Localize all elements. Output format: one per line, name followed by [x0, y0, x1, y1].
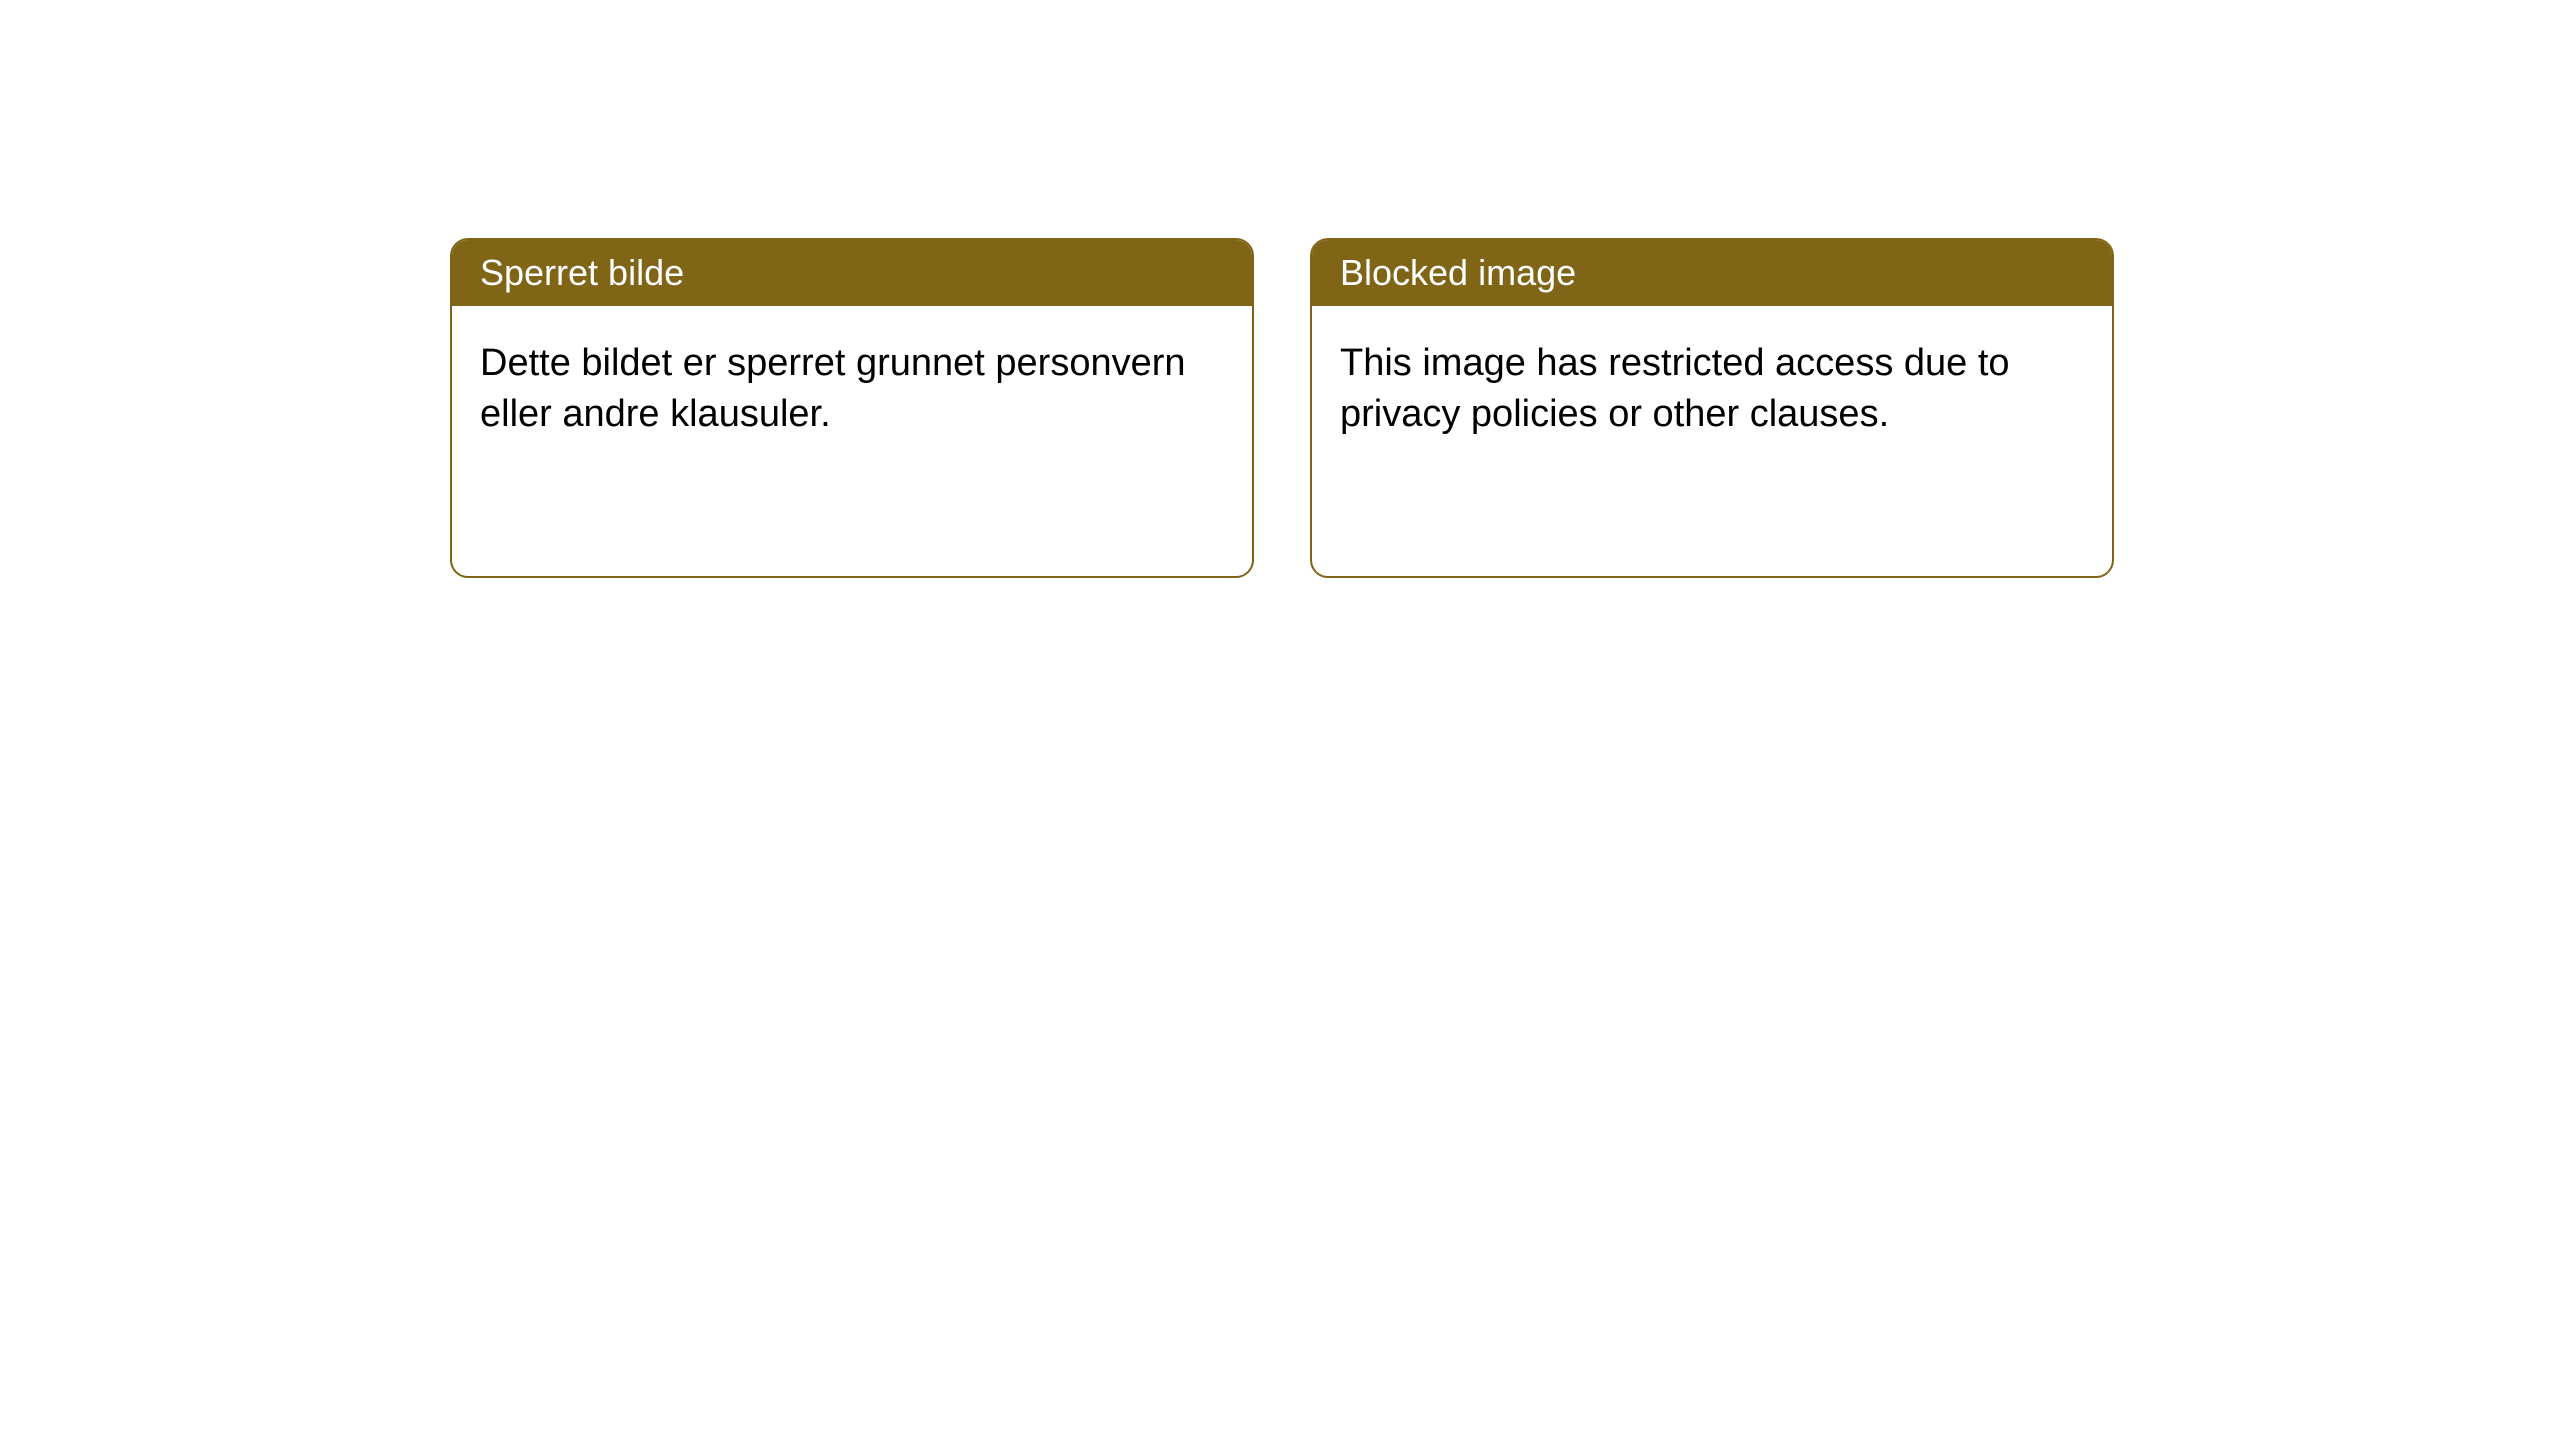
card-header: Sperret bilde — [452, 240, 1252, 306]
notice-container: Sperret bilde Dette bildet er sperret gr… — [450, 238, 2114, 578]
card-header: Blocked image — [1312, 240, 2112, 306]
card-body: Dette bildet er sperret grunnet personve… — [452, 306, 1252, 473]
notice-card-english: Blocked image This image has restricted … — [1310, 238, 2114, 578]
card-body-text: Dette bildet er sperret grunnet personve… — [480, 342, 1186, 435]
card-title: Blocked image — [1340, 252, 1576, 293]
card-body-text: This image has restricted access due to … — [1340, 342, 2010, 435]
card-body: This image has restricted access due to … — [1312, 306, 2112, 473]
card-title: Sperret bilde — [480, 252, 684, 293]
notice-card-norwegian: Sperret bilde Dette bildet er sperret gr… — [450, 238, 1254, 578]
